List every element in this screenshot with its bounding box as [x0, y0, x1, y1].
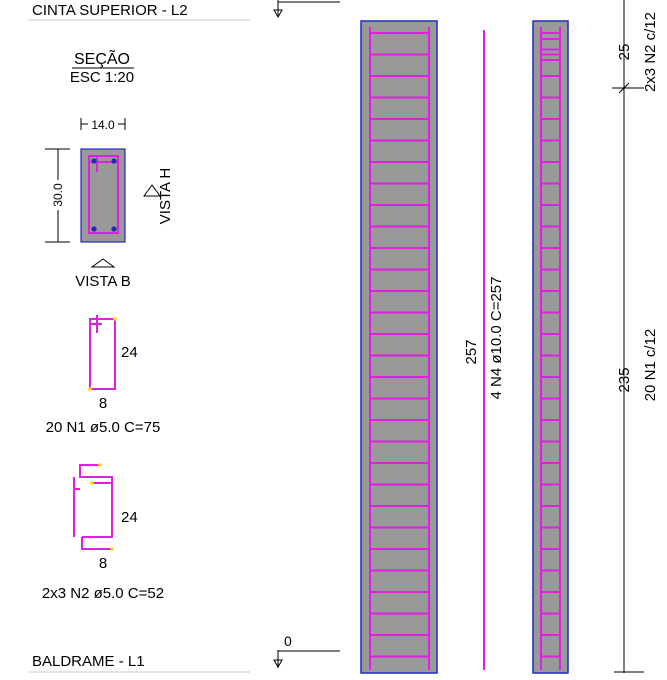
- stirrup-n1-height: 24: [121, 344, 138, 361]
- stirrup-n2-height: 24: [121, 509, 138, 526]
- dim-main-label: 20 N1 c/12: [642, 329, 659, 402]
- dim-top-label: 2x3 N2 c/12: [642, 12, 659, 92]
- section-scale: ESC 1:20: [70, 69, 134, 86]
- stirrup-n1-shape: [88, 315, 117, 391]
- long-bar-label: 4 N4 ø10.0 C=257: [488, 277, 505, 400]
- height-dimension: 30.0: [45, 148, 70, 243]
- svg-text:14.0: 14.0: [91, 118, 115, 132]
- svg-text:30.0: 30.0: [51, 183, 65, 207]
- cross-section: [80, 148, 126, 243]
- column-elevation-right: [532, 20, 569, 674]
- view-h-marker: VISTA H: [143, 168, 174, 224]
- stirrup-n2-width: 8: [99, 555, 107, 572]
- dimension-chain: [612, 0, 644, 673]
- view-b-marker: VISTA B: [75, 258, 131, 290]
- stirrup-n1-width: 8: [99, 395, 107, 412]
- bottom-level-label: BALDRAME - L1: [32, 653, 145, 670]
- dim-main-value: 235: [616, 367, 633, 392]
- stirrup-n2-label: 2x3 N2 ø5.0 C=52: [42, 585, 164, 602]
- section-title: SEÇÃO: [74, 48, 130, 68]
- view-b-label: VISTA B: [75, 273, 131, 290]
- bottom-level-marker: [273, 650, 340, 669]
- top-level-marker: [273, 0, 340, 19]
- dim-top-value: 25: [616, 44, 633, 61]
- bottom-level-elevation: 0: [284, 633, 292, 649]
- width-dimension: 14.0: [80, 117, 126, 132]
- long-bar-length: 257: [463, 339, 480, 364]
- stirrup-n1-label: 20 N1 ø5.0 C=75: [46, 419, 161, 436]
- top-level-label: CINTA SUPERIOR - L2: [32, 2, 188, 19]
- column-elevation-left: [360, 20, 438, 674]
- view-h-label: VISTA H: [157, 168, 174, 224]
- stirrup-n2-shape: [73, 463, 114, 551]
